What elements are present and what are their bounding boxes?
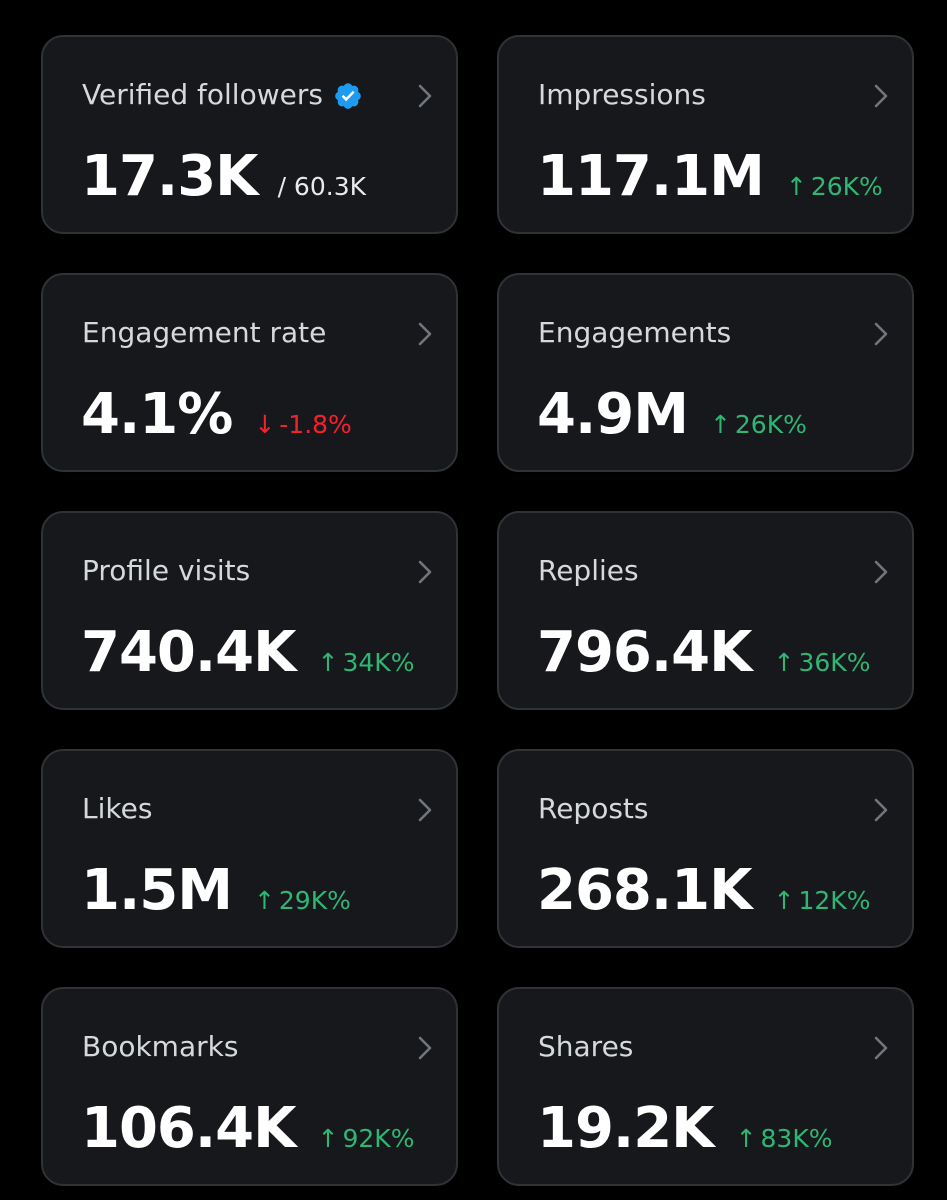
card-title: Reposts (538, 792, 649, 825)
chevron-right-icon (418, 322, 432, 346)
arrow-up-icon: ↑ (735, 1124, 757, 1153)
card-delta: ↑ 36K% (774, 648, 871, 677)
metric-card-impressions[interactable]: Impressions 117.1M ↑ 26K% (497, 35, 914, 234)
card-title: Profile visits (82, 554, 251, 587)
verified-badge-icon (335, 83, 361, 109)
card-total: / 60.3K (277, 172, 366, 201)
card-title-row: Shares (538, 1029, 633, 1065)
card-delta: ↑ 34K% (318, 648, 415, 677)
card-value-row: 4.9M ↑ 26K% (537, 383, 807, 447)
card-value: 4.1% (81, 382, 233, 447)
card-title-row: Impressions (538, 77, 706, 113)
arrow-up-icon: ↑ (317, 1124, 339, 1153)
chevron-right-icon (418, 560, 432, 584)
chevron-right-icon (418, 1036, 432, 1060)
card-delta-text: -1.8% (279, 410, 352, 439)
metric-card-verified-followers[interactable]: Verified followers 17.3K / 60.3K (41, 35, 458, 234)
chevron-right-icon (874, 322, 888, 346)
chevron-right-icon (418, 798, 432, 822)
card-value-row: 1.5M ↑ 29K% (81, 859, 351, 923)
card-delta: ↑ 29K% (254, 886, 351, 915)
card-title-row: Engagements (538, 315, 731, 351)
card-delta-text: 34K% (342, 648, 415, 677)
card-value-row: 796.4K ↑ 36K% (537, 621, 870, 685)
card-title: Replies (538, 554, 639, 587)
card-title-row: Engagement rate (82, 315, 326, 351)
card-value: 740.4K (81, 620, 297, 685)
arrow-up-icon: ↑ (785, 172, 807, 201)
card-delta: ↑ 92K% (318, 1124, 415, 1153)
card-title-row: Verified followers (82, 77, 363, 113)
card-title: Shares (538, 1030, 634, 1063)
arrow-up-icon: ↑ (317, 648, 339, 677)
card-title-row: Likes (82, 791, 152, 827)
card-delta-text: 83K% (760, 1124, 833, 1153)
metric-card-likes[interactable]: Likes 1.5M ↑ 29K% (41, 749, 458, 948)
chevron-right-icon (418, 84, 432, 108)
card-delta: ↑ 26K% (786, 172, 883, 201)
card-value-row: 17.3K / 60.3K (81, 145, 366, 209)
card-delta-text: 26K% (734, 410, 807, 439)
card-title: Engagement rate (82, 316, 327, 349)
card-delta: ↑ 12K% (774, 886, 871, 915)
card-delta-text: 29K% (278, 886, 351, 915)
card-value-row: 740.4K ↑ 34K% (81, 621, 414, 685)
card-delta: ↓ -1.8% (254, 410, 352, 439)
metric-card-replies[interactable]: Replies 796.4K ↑ 36K% (497, 511, 914, 710)
card-title: Bookmarks (82, 1030, 239, 1063)
card-value: 796.4K (537, 620, 753, 685)
metric-card-shares[interactable]: Shares 19.2K ↑ 83K% (497, 987, 914, 1186)
metric-card-engagements[interactable]: Engagements 4.9M ↑ 26K% (497, 273, 914, 472)
card-title-row: Profile visits (82, 553, 250, 589)
card-value: 268.1K (537, 858, 753, 923)
card-value: 117.1M (537, 144, 765, 209)
metric-card-profile-visits[interactable]: Profile visits 740.4K ↑ 34K% (41, 511, 458, 710)
card-value-row: 117.1M ↑ 26K% (537, 145, 883, 209)
card-title: Engagements (538, 316, 732, 349)
metric-card-bookmarks[interactable]: Bookmarks 106.4K ↑ 92K% (41, 987, 458, 1186)
chevron-right-icon (874, 84, 888, 108)
card-value-row: 268.1K ↑ 12K% (537, 859, 870, 923)
card-title: Verified followers (82, 78, 323, 111)
arrow-up-icon: ↑ (253, 886, 275, 915)
card-delta-text: 92K% (342, 1124, 415, 1153)
card-delta-text: 26K% (810, 172, 883, 201)
card-value: 4.9M (537, 382, 689, 447)
card-delta: ↑ 26K% (710, 410, 807, 439)
card-delta-text: 12K% (798, 886, 871, 915)
card-value-row: 4.1% ↓ -1.8% (81, 383, 352, 447)
metrics-grid: Verified followers 17.3K / 60.3K Impress… (41, 35, 914, 1186)
arrow-down-icon: ↓ (254, 410, 276, 439)
card-delta-text: 36K% (798, 648, 871, 677)
card-title-row: Replies (538, 553, 639, 589)
metric-card-engagement-rate[interactable]: Engagement rate 4.1% ↓ -1.8% (41, 273, 458, 472)
card-title: Impressions (538, 78, 706, 111)
card-value: 17.3K (81, 144, 259, 209)
arrow-up-icon: ↑ (773, 886, 795, 915)
card-value: 19.2K (537, 1096, 715, 1161)
chevron-right-icon (874, 560, 888, 584)
chevron-right-icon (874, 1036, 888, 1060)
card-title: Likes (82, 792, 153, 825)
card-title-row: Reposts (538, 791, 648, 827)
card-value-row: 19.2K ↑ 83K% (537, 1097, 832, 1161)
card-delta: ↑ 83K% (736, 1124, 833, 1153)
card-value: 1.5M (81, 858, 233, 923)
chevron-right-icon (874, 798, 888, 822)
card-value-row: 106.4K ↑ 92K% (81, 1097, 414, 1161)
card-title-row: Bookmarks (82, 1029, 238, 1065)
arrow-up-icon: ↑ (773, 648, 795, 677)
metric-card-reposts[interactable]: Reposts 268.1K ↑ 12K% (497, 749, 914, 948)
card-value: 106.4K (81, 1096, 297, 1161)
arrow-up-icon: ↑ (709, 410, 731, 439)
